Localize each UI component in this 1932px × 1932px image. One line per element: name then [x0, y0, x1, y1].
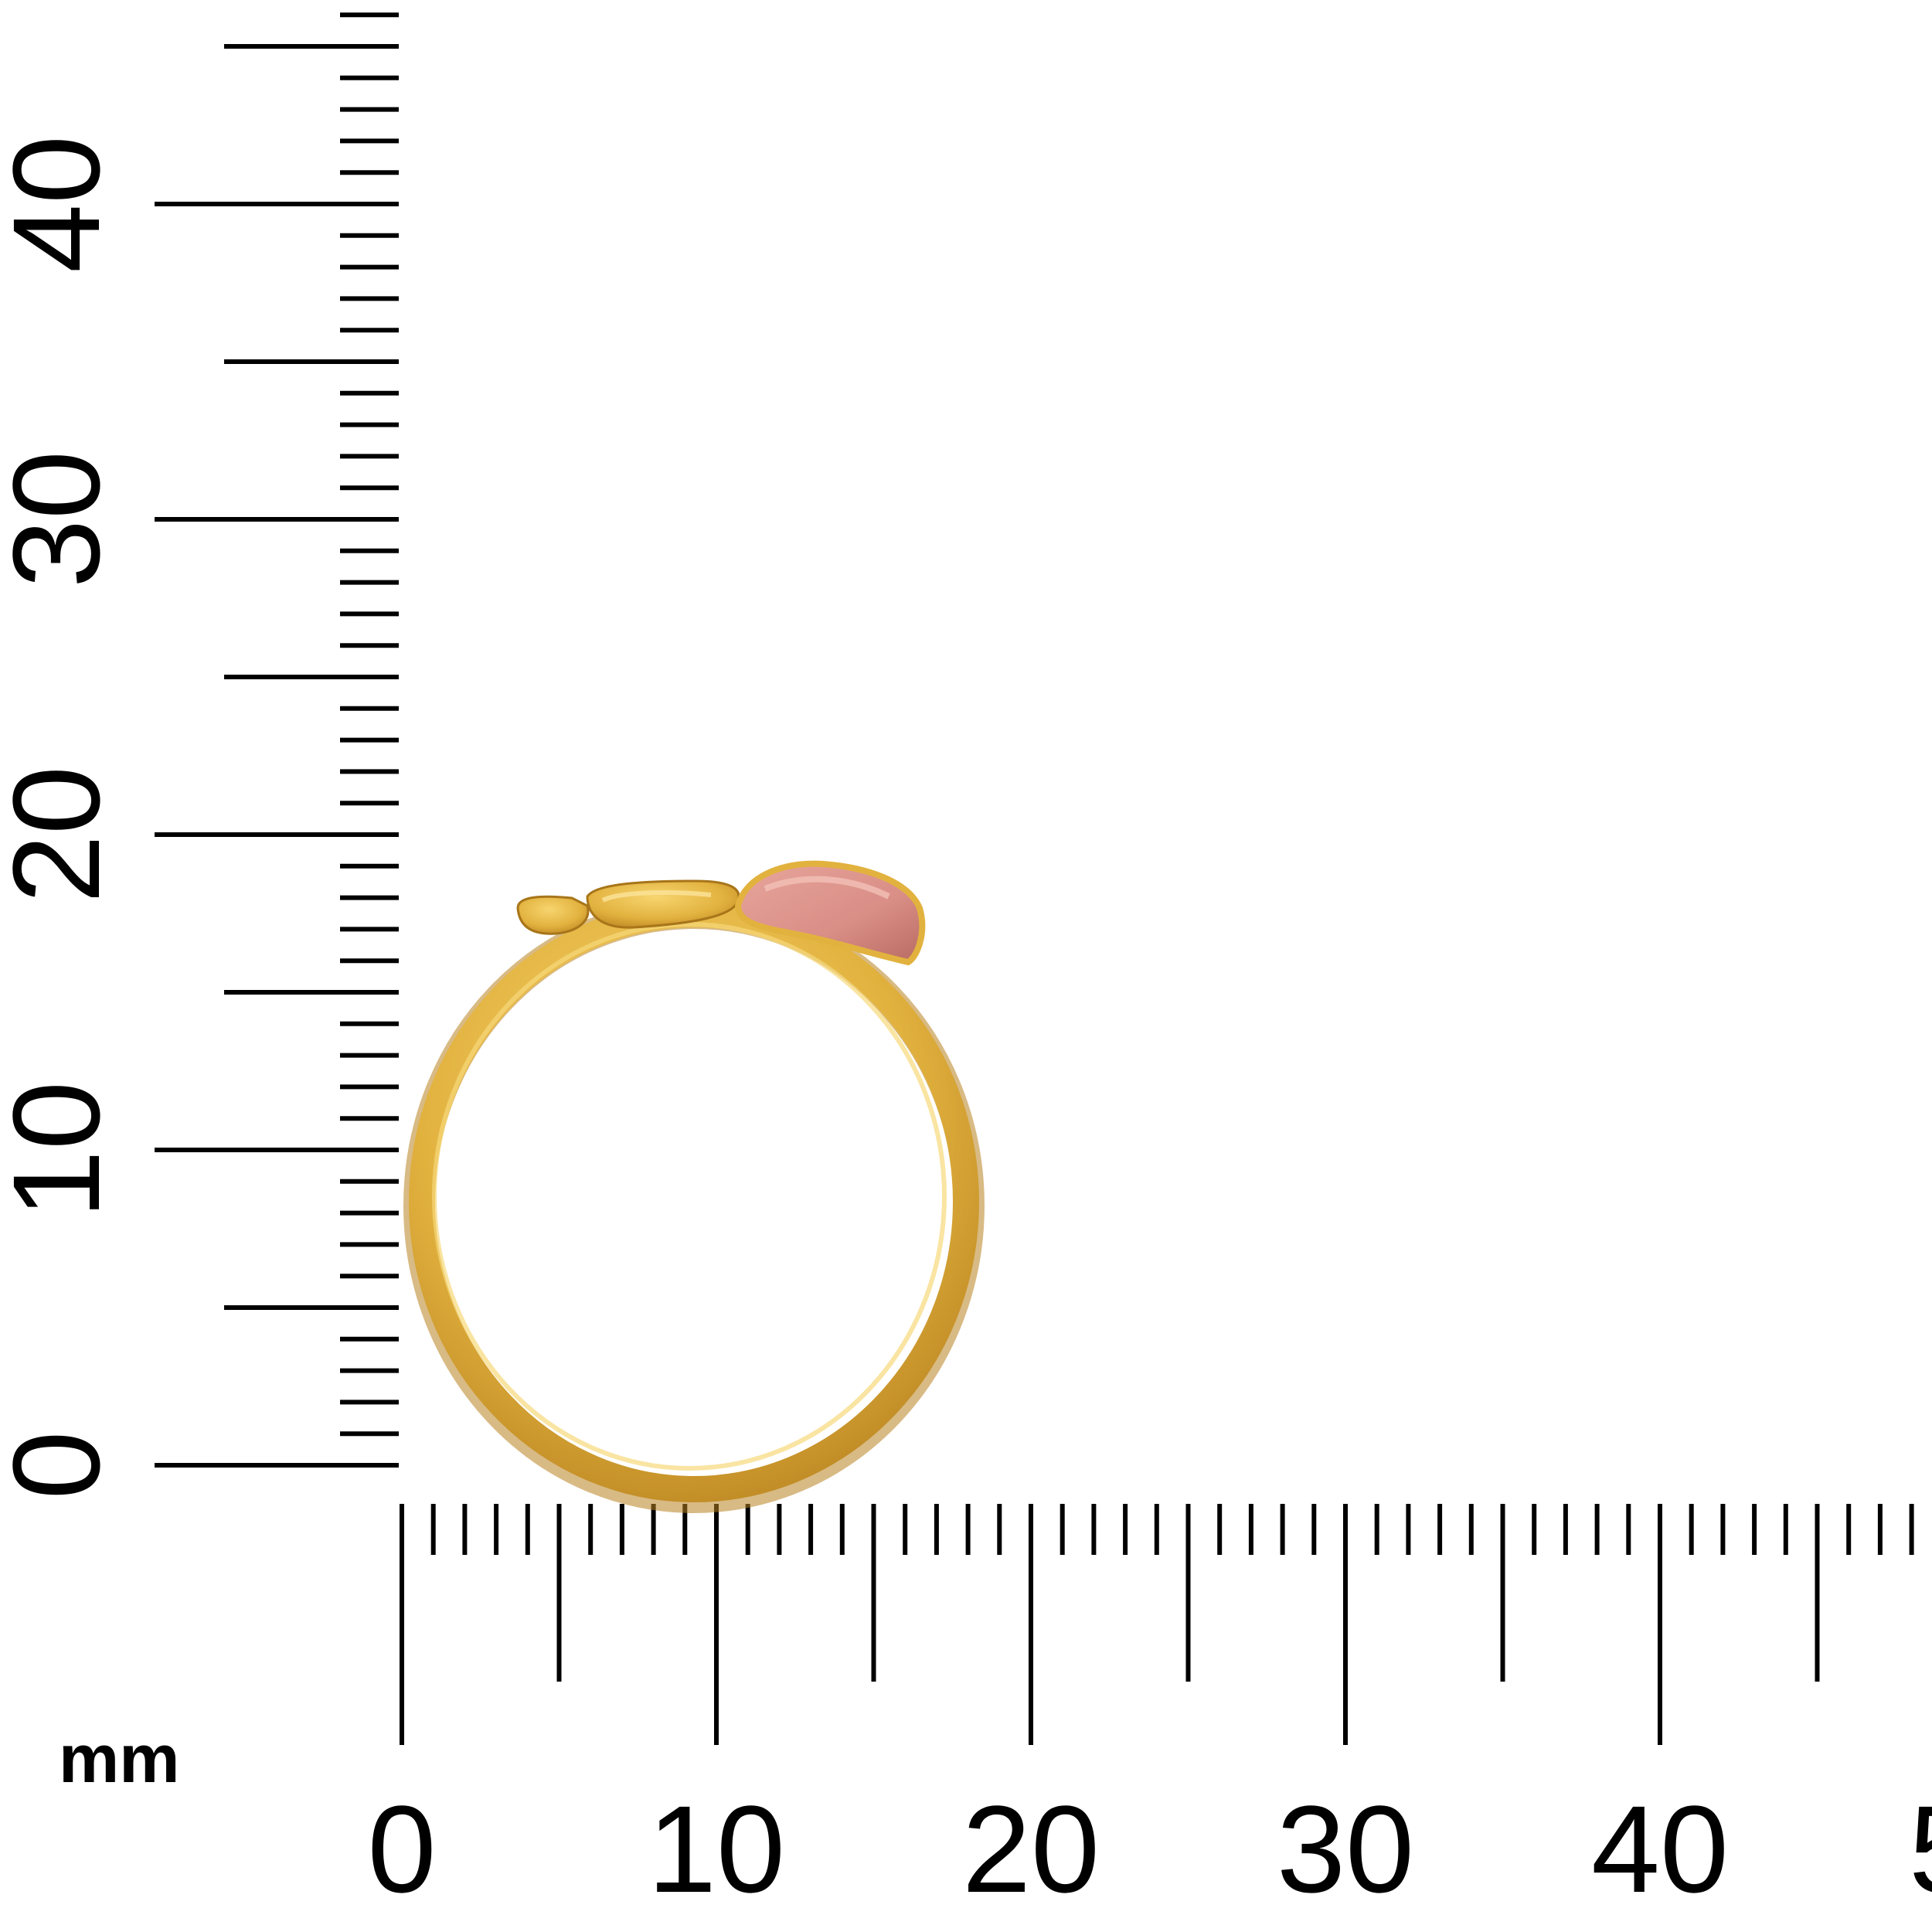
x-tick-label: 5 [1909, 1780, 1932, 1918]
ring-band-highlight [432, 922, 947, 1471]
y-tick-label: 30 [0, 451, 125, 588]
vertical-ruler-labels: 0 10 20 30 40 [0, 135, 125, 1499]
x-tick-label: 20 [962, 1780, 1100, 1918]
unit-label: mm [59, 1720, 180, 1797]
ring-band [409, 901, 979, 1502]
ring [403, 860, 985, 1513]
y-tick-label: 20 [0, 766, 125, 903]
x-tick-label: 10 [648, 1780, 785, 1918]
x-tick-label: 0 [368, 1780, 437, 1918]
y-tick-label: 40 [0, 135, 125, 273]
y-tick-label: 0 [0, 1431, 125, 1500]
x-tick-label: 40 [1591, 1780, 1729, 1918]
y-tick-label: 10 [0, 1081, 125, 1219]
vertical-ruler-ticks [155, 12, 399, 1468]
ring-gold-ornament [516, 879, 740, 935]
horizontal-ruler-ticks [400, 1504, 1914, 1745]
x-tick-label: 30 [1277, 1780, 1414, 1918]
ring-pink-enamel-petal [734, 860, 926, 966]
horizontal-ruler-labels: 0 10 20 30 40 5 [368, 1780, 1932, 1918]
